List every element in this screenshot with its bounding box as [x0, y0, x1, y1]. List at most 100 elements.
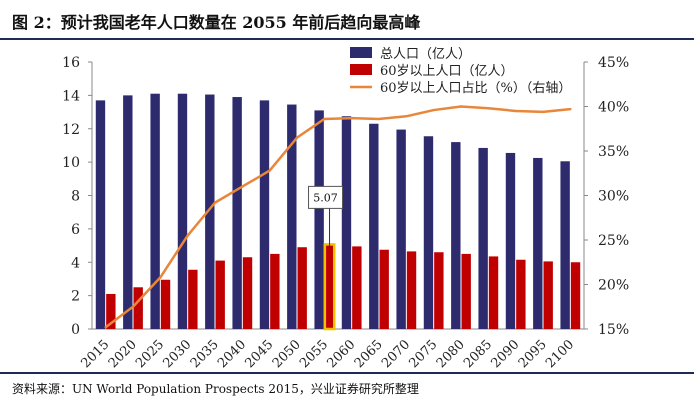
x-tick-label: 2020 — [106, 337, 140, 371]
left-tick-label: 0 — [71, 322, 80, 338]
x-tick-label: 2045 — [242, 337, 276, 371]
x-tick-label: 2095 — [516, 337, 550, 371]
aged-population-bar — [488, 256, 499, 329]
aged-population-bar — [106, 293, 116, 329]
aged-population-bar — [516, 259, 526, 329]
total-population-bar — [314, 110, 324, 329]
left-tick-label: 8 — [71, 189, 80, 205]
x-tick-label: 2085 — [461, 337, 495, 371]
left-tick-label: 10 — [62, 155, 80, 171]
aged-population-bar — [379, 249, 389, 329]
aged-ratio-point — [459, 105, 463, 108]
left-tick-label: 14 — [62, 88, 80, 104]
aged-ratio-point — [377, 117, 381, 121]
legend-swatch-total — [350, 47, 372, 58]
aged-ratio-point — [405, 115, 408, 118]
aged-population-bar — [297, 247, 307, 329]
aged-population-bar — [215, 260, 225, 329]
right-tick-label: 45% — [598, 55, 629, 71]
aged-ratio-point — [159, 276, 162, 279]
x-tick-label: 2065 — [352, 337, 386, 371]
right-tick-label: 30% — [598, 189, 629, 205]
left-tick-label: 12 — [62, 122, 80, 138]
total-population-bar — [560, 161, 570, 329]
total-population-bar — [259, 100, 270, 329]
aged-population-bar — [270, 253, 280, 329]
right-tick-label: 25% — [598, 233, 629, 249]
x-tick-label: 2035 — [188, 337, 222, 371]
total-population-bar — [396, 129, 406, 329]
right-tick-label: 15% — [598, 322, 629, 338]
right-tick-label: 20% — [598, 278, 629, 294]
aged-ratio-point — [213, 201, 217, 204]
aged-ratio-point — [323, 117, 326, 121]
x-tick-label: 2090 — [488, 337, 522, 371]
aged-ratio-point — [131, 305, 135, 308]
total-population-bar — [205, 94, 215, 330]
total-population-bar — [287, 104, 297, 329]
aged-population-bar — [352, 246, 362, 329]
aged-ratio-point — [432, 108, 435, 112]
figure-title: 图 2：预计我国老年人口数量在 2055 年前后趋向最高峰 — [12, 13, 421, 32]
aged-population-bar — [406, 251, 417, 329]
aged-population-bar-highlight — [323, 243, 336, 331]
total-population-bar — [423, 136, 434, 329]
right-tick-label: 40% — [598, 100, 629, 116]
total-population-bar — [123, 95, 133, 329]
aged-ratio-point — [186, 234, 189, 237]
x-tick-label: 2050 — [270, 337, 304, 371]
title-bar: 图 2：预计我国老年人口数量在 2055 年前后趋向最高峰 — [0, 0, 694, 40]
source-bar: 资料来源：UN World Population Prospects 2015，… — [0, 372, 694, 406]
total-population-bar — [478, 147, 488, 329]
total-population-bar — [150, 93, 160, 329]
aged-ratio-point — [350, 116, 353, 120]
aged-population-bar — [434, 252, 444, 329]
aged-ratio-line — [104, 105, 571, 329]
left-tick-label: 2 — [71, 289, 80, 305]
total-population-bar — [232, 97, 242, 329]
aged-ratio-point — [514, 109, 517, 113]
left-tick-label: 4 — [71, 255, 80, 271]
aged-ratio-point — [241, 185, 244, 188]
x-tick-label: 2040 — [215, 337, 249, 371]
x-tick-label: 2080 — [434, 337, 468, 371]
aged-population-bar — [543, 261, 553, 329]
x-tick-label: 2025 — [133, 337, 167, 371]
right-tick-label: 35% — [598, 144, 629, 160]
total-population-bar — [451, 142, 461, 329]
legend-swatch-aged — [350, 64, 372, 75]
legend-label: 60岁以上人口（亿人） — [380, 64, 514, 79]
x-tick-label: 2070 — [379, 337, 413, 371]
x-tick-label: 2030 — [160, 337, 194, 371]
aged-ratio-point — [487, 107, 490, 110]
population-chart: 024681012141615%20%25%30%35%40%45%201520… — [62, 47, 629, 371]
left-tick-label: 6 — [71, 222, 80, 238]
aged-population-bar — [242, 257, 253, 329]
total-population-bar — [533, 157, 543, 329]
x-tick-label: 2015 — [78, 337, 112, 371]
total-population-bar — [369, 123, 379, 330]
aged-population-bar — [461, 253, 471, 329]
aged-population-bar — [133, 287, 143, 329]
aged-population-bar — [188, 269, 198, 329]
total-population-bar — [341, 116, 352, 329]
aged-ratio-point — [541, 110, 545, 114]
legend-label: 60岁以上人口占比（%）（右轴） — [380, 81, 571, 96]
legend-label: 总人口（亿人） — [380, 47, 471, 62]
total-population-bar — [505, 152, 516, 329]
left-tick-label: 16 — [62, 55, 80, 71]
annotation-label: 5.07 — [313, 191, 338, 204]
aged-population-bar — [160, 279, 171, 329]
annotation-box — [308, 185, 344, 209]
aged-ratio-point — [104, 326, 107, 329]
aged-ratio-point — [569, 107, 572, 111]
source-note: 资料来源：UN World Population Prospects 2015，… — [12, 382, 419, 396]
total-population-bar — [177, 93, 188, 329]
x-tick-label: 2100 — [543, 337, 577, 371]
total-population-bar — [95, 100, 106, 329]
aged-ratio-point — [268, 169, 271, 172]
x-tick-label: 2075 — [406, 337, 440, 371]
x-tick-label: 2055 — [297, 337, 331, 371]
aged-population-bar — [570, 262, 581, 329]
aged-ratio-point — [295, 136, 299, 139]
